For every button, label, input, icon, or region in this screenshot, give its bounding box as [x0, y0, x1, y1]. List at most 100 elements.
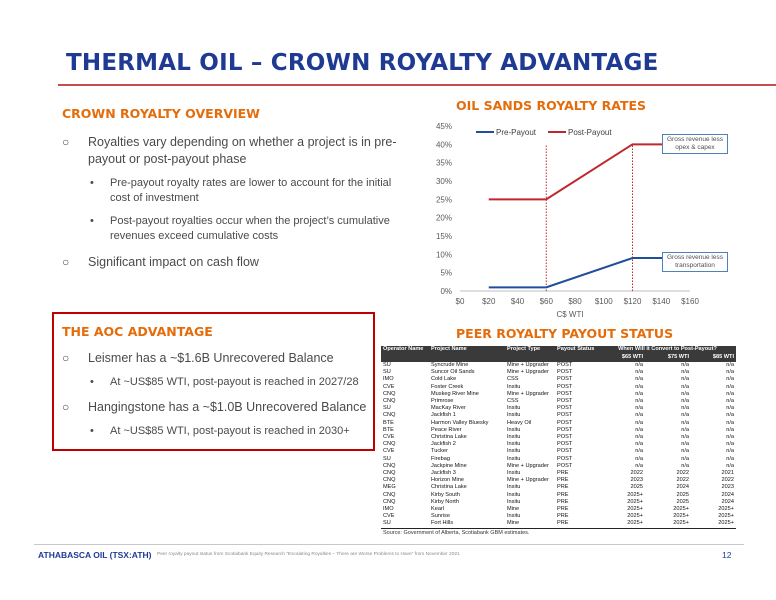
table-cell: n/a	[635, 441, 643, 448]
table-cell: POST	[557, 376, 573, 383]
table-cell: 2025	[676, 491, 689, 498]
table-row: CVE Sunrise Insitu PRE 2025+ 2025+ 2025+	[381, 513, 736, 520]
table-cell: n/a	[681, 455, 689, 462]
table-cell: n/a	[681, 369, 689, 376]
overview-sub-bullet-text: Post-payout royalties occur when the pro…	[110, 215, 390, 242]
column-header: $85 WTI	[691, 354, 736, 362]
column-header: $75 WTI	[645, 354, 691, 362]
y-tick-label: 35%	[436, 159, 452, 168]
table-cell: PRE	[557, 470, 569, 477]
table-cell: Jackpine Mine	[431, 462, 467, 469]
table-cell: n/a	[635, 383, 643, 390]
table-cell: 2025+	[718, 513, 734, 520]
table-cell: 2025+	[627, 491, 643, 498]
table-cell: Syncrude Mine	[431, 362, 469, 368]
page-title: THERMAL OIL – CROWN ROYALTY ADVANTAGE	[66, 50, 659, 76]
table-cell: CVE	[383, 383, 395, 390]
table-cell: SU	[381, 520, 429, 529]
table-cell: 2025+	[673, 506, 689, 513]
y-tick-label: 5%	[440, 269, 452, 278]
table-cell: CVE	[383, 513, 395, 520]
aoc-bullet-text: Hangingstone has a ~$1.0B Unrecovered Ba…	[88, 400, 367, 414]
footer-note: Peer royalty payout status from Scotiaba…	[157, 552, 460, 557]
table-row: CNQ Horizon Mine Mine + Upgrader PRE 2023 202…	[381, 477, 736, 484]
table-cell: 2024	[676, 484, 689, 491]
table-cell: Jackfish 2	[431, 441, 456, 448]
table-cell: n/a	[681, 419, 689, 426]
table-cell: SU	[383, 405, 391, 412]
aoc-sub-bullet: • At ~US$85 WTI, post-payout is reached …	[88, 375, 372, 390]
overview-bullet-text: Significant impact on cash flow	[88, 255, 259, 269]
pre-payout-callout: Gross revenue less transportation	[662, 252, 728, 272]
table-cell: SU	[383, 455, 391, 462]
table-cell: n/a	[726, 426, 734, 433]
dot-bullet-icon: •	[90, 215, 94, 227]
circle-bullet-icon: ○	[62, 400, 70, 414]
table-cell: CNQ	[383, 470, 396, 477]
x-tick-label: $0	[456, 297, 465, 306]
table-cell: Insitu	[507, 441, 521, 448]
table-cell: n/a	[635, 448, 643, 455]
table-cell: POST	[557, 383, 573, 390]
table-cell: Firebag	[431, 455, 450, 462]
table-cell: n/a	[635, 455, 643, 462]
table-cell: CNQ	[383, 498, 396, 505]
footer-company: ATHABASCA OIL (TSX:ATH)	[38, 550, 152, 560]
table-row: SU Suncor Oil Sands Mine + Upgrader POST n/a…	[381, 369, 736, 376]
y-tick-label: 30%	[436, 177, 452, 186]
table-row: CNQ Kirby North Insitu PRE 2025+ 2025 2024	[381, 499, 736, 506]
table-cell: SU	[383, 362, 391, 368]
page-number: 12	[722, 550, 732, 560]
aoc-sub-bullet-text: At ~US$85 WTI, post-payout is reached in…	[110, 376, 359, 388]
circle-bullet-icon: ○	[62, 351, 70, 365]
table-cell: Jackfish 3	[431, 470, 456, 477]
table-row: SU Syncrude Mine Mine + Upgrader POST n/a n/a…	[381, 362, 736, 369]
table-cell: n/a	[681, 426, 689, 433]
table-cell: n/a	[635, 390, 643, 397]
table-cell: n/a	[635, 419, 643, 426]
table-cell: CNQ	[383, 390, 396, 397]
table-row: MEG Christina Lake Insitu PRE 2025 2024 2023	[381, 484, 736, 491]
column-header: When Will it Convert to Post-Payout?	[599, 346, 736, 354]
aoc-bullet-text: Leismer has a ~$1.6B Unrecovered Balance	[88, 351, 334, 365]
table-subheader-row: $65 WTI $75 WTI $85 WTI	[381, 354, 736, 362]
y-tick-label: 25%	[436, 195, 452, 204]
aoc-bullet: ○ Hangingstone has a ~$1.0B Unrecovered …	[62, 399, 372, 416]
table-cell: Mine + Upgrader	[507, 462, 549, 469]
table-row: BTE Harmon Valley Bluesky Heavy Oil POST n/a…	[381, 420, 736, 427]
table-cell: n/a	[635, 462, 643, 469]
table-cell: n/a	[635, 369, 643, 376]
y-tick-label: 0%	[440, 287, 452, 296]
table-cell: n/a	[681, 448, 689, 455]
table-cell: n/a	[681, 398, 689, 405]
y-tick-label: 40%	[436, 140, 452, 149]
table-cell: 2025	[676, 498, 689, 505]
table-cell: n/a	[681, 383, 689, 390]
table-cell: 2025+	[627, 498, 643, 505]
table-cell: Sunrise	[431, 513, 450, 520]
aoc-sub-bullet-text: At ~US$85 WTI, post-payout is reached in…	[110, 425, 350, 437]
table-cell: Fort Hills	[429, 520, 505, 529]
table-row: SU Fort Hills Mine PRE 2025+ 2025+ 2025+	[381, 520, 736, 529]
table-row: CNQ Jackfish 2 Insitu POST n/a n/a n/a	[381, 441, 736, 448]
title-divider	[58, 84, 776, 86]
y-tick-label: 10%	[436, 250, 452, 259]
table-cell: PRE	[557, 491, 569, 498]
table-cell: Primrose	[431, 398, 454, 405]
table-cell: n/a	[635, 362, 643, 368]
x-tick-label: $120	[624, 297, 642, 306]
chart-title: OIL SANDS ROYALTY RATES	[456, 98, 647, 113]
table-row: CNQ Jackfish 1 Insitu POST n/a n/a n/a	[381, 412, 736, 419]
table-cell: IMO	[383, 506, 394, 513]
table-cell: n/a	[635, 434, 643, 441]
table-cell: Kirby South	[431, 491, 460, 498]
overview-bullet: ○ Significant impact on cash flow	[62, 254, 402, 271]
table-cell: Harmon Valley Bluesky	[431, 419, 489, 426]
table-row: CNQ Jackpine Mine Mine + Upgrader POST n/a n/…	[381, 463, 736, 470]
table-cell: n/a	[635, 376, 643, 383]
table-cell: BTE	[383, 426, 394, 433]
table-cell: n/a	[635, 412, 643, 419]
table-row: CVE Christina Lake Insitu POST n/a n/a n/a	[381, 434, 736, 441]
table-cell: n/a	[726, 376, 734, 383]
x-tick-label: $40	[511, 297, 525, 306]
